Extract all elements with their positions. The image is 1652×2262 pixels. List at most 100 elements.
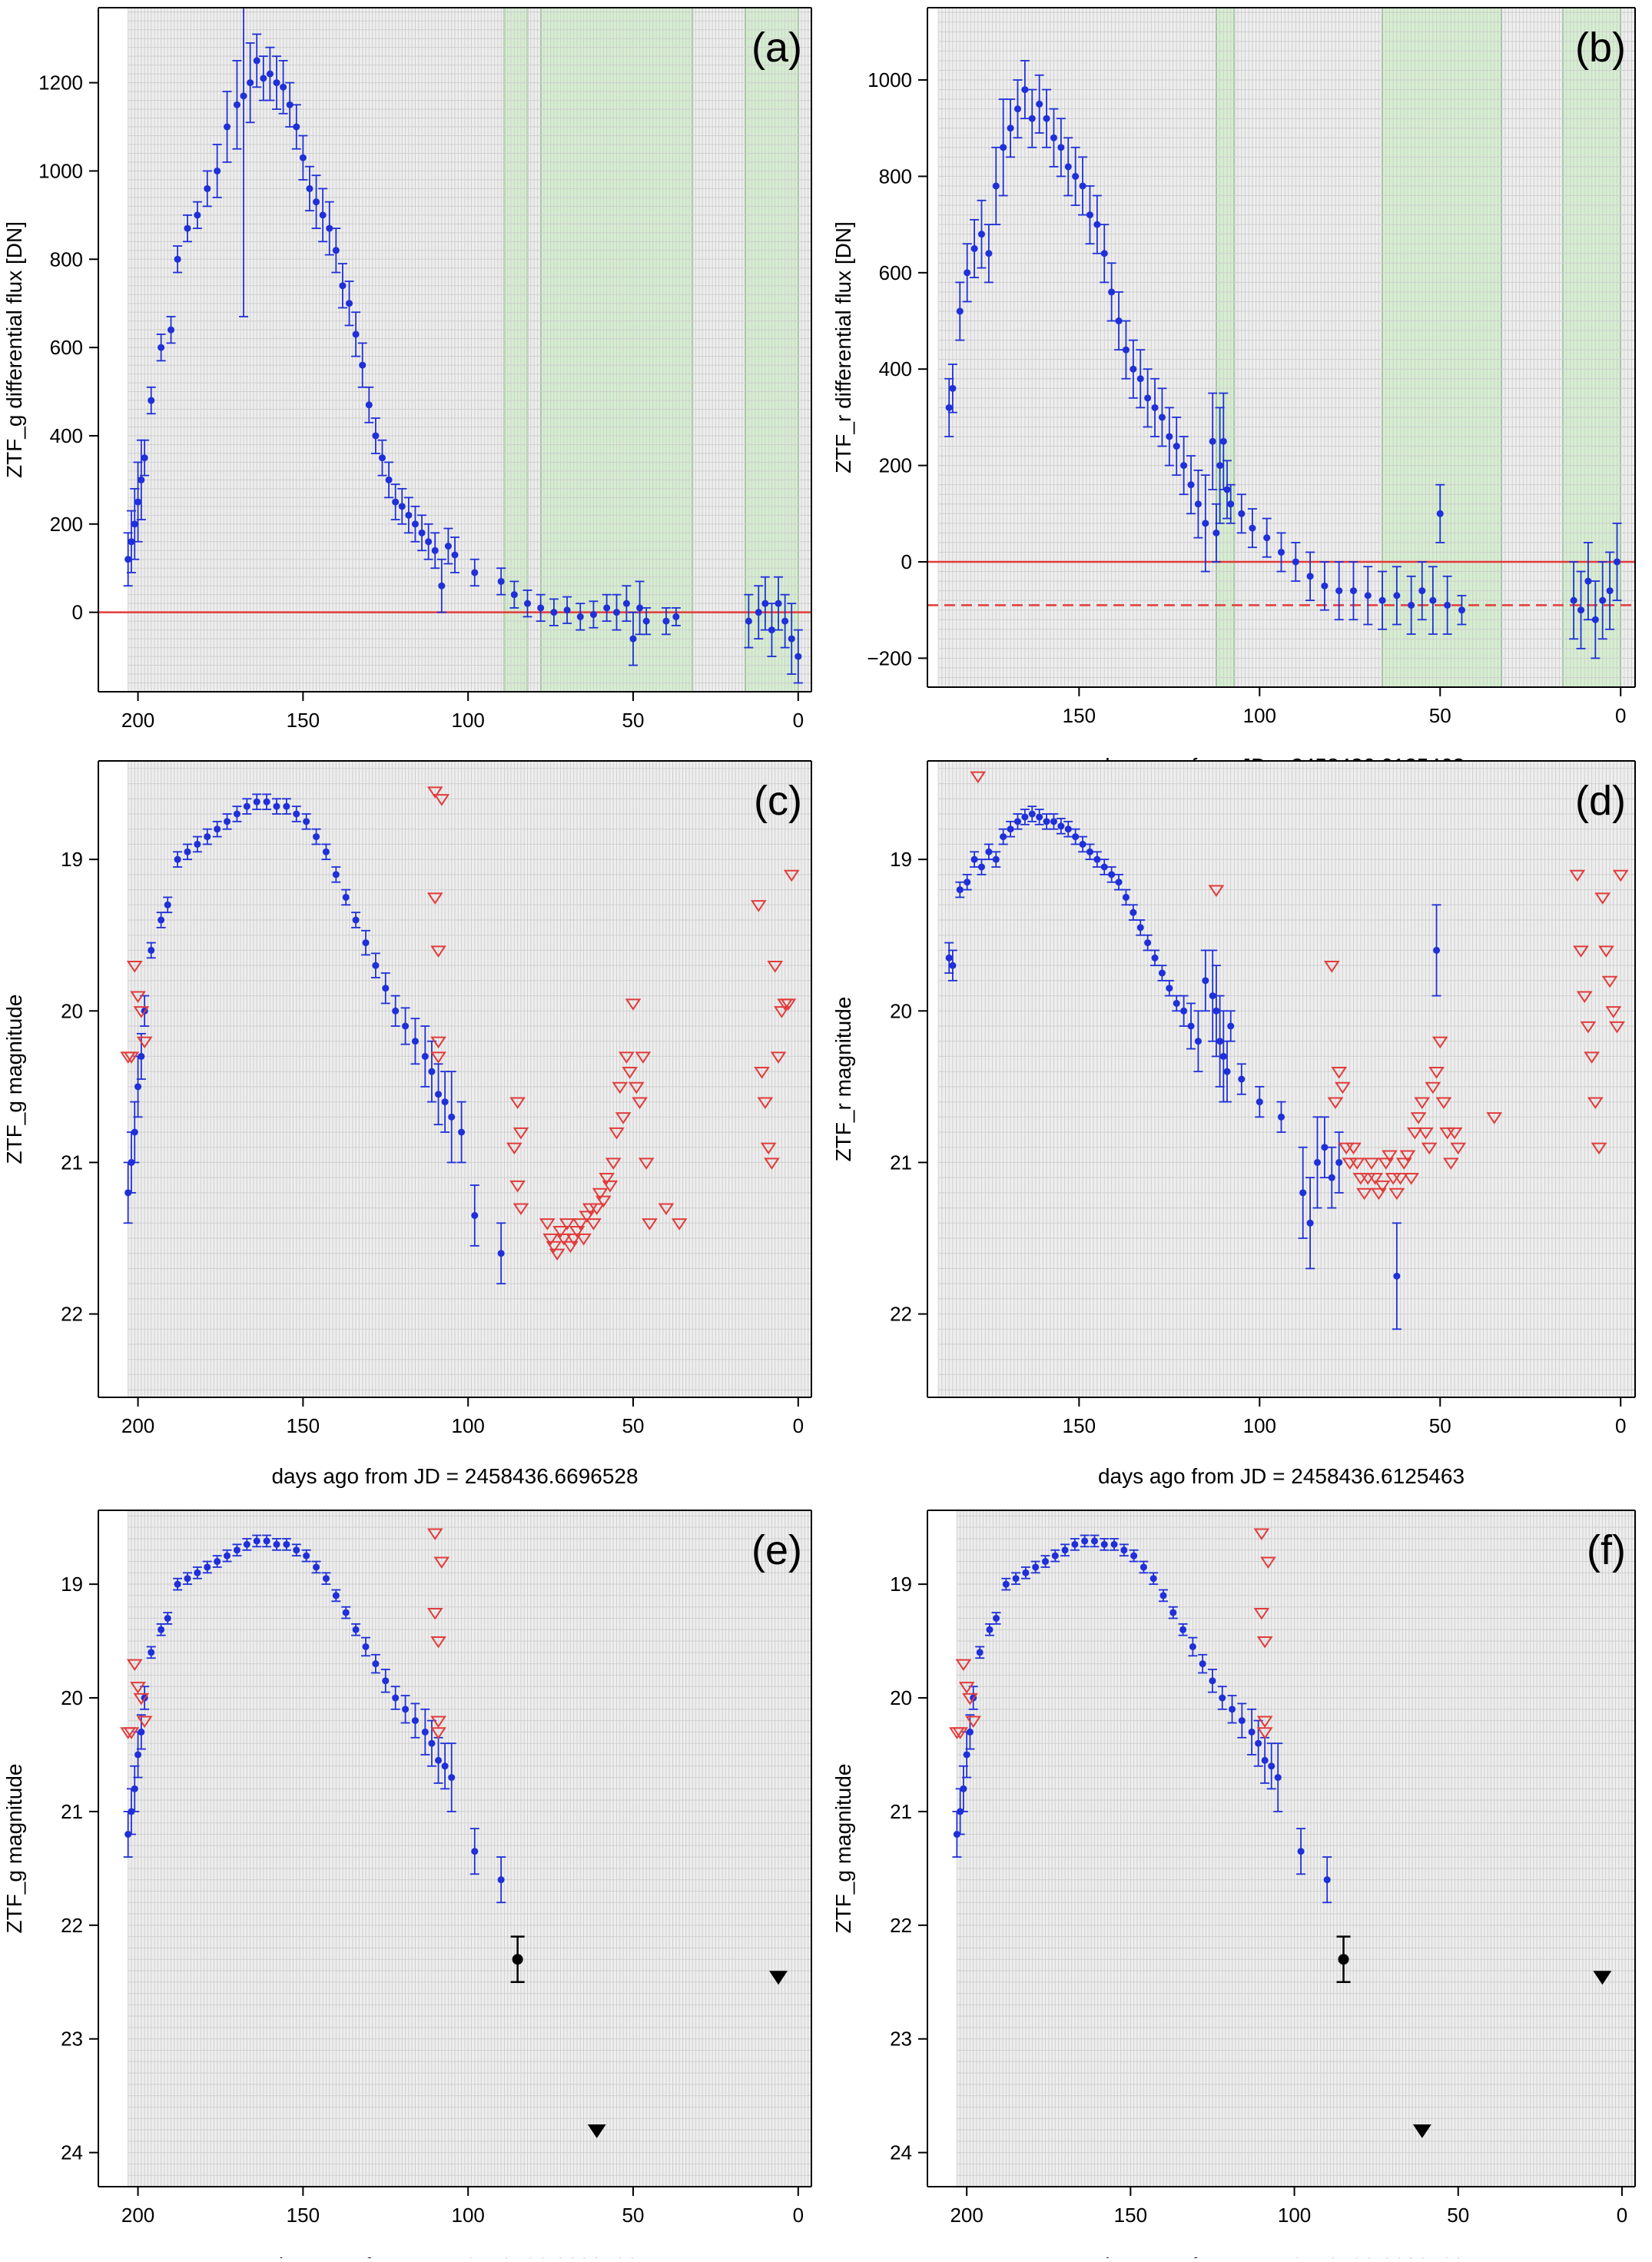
y-tick-label: 0 <box>901 550 912 573</box>
data-point <box>1007 825 1014 833</box>
data-point <box>158 1626 165 1633</box>
data-point <box>243 802 250 810</box>
data-point <box>421 1052 429 1060</box>
data-point <box>352 330 360 338</box>
data-point <box>1064 163 1072 171</box>
data-point <box>372 962 380 969</box>
data-point <box>768 626 775 634</box>
upper-limit-marker <box>1403 1173 1420 1185</box>
data-point <box>306 184 313 192</box>
upper-limit-marker <box>430 945 446 958</box>
y-axis-label: ZTF_g magnitude <box>831 1764 855 1934</box>
data-point <box>1115 317 1123 325</box>
data-point <box>1043 115 1050 122</box>
upper-limit-marker <box>572 1218 589 1231</box>
plot-area <box>98 8 811 692</box>
data-point <box>194 211 201 219</box>
data-point <box>1238 1717 1246 1725</box>
y-tick-label: 20 <box>890 1686 912 1709</box>
data-point <box>168 326 175 334</box>
upper-limit-marker <box>754 1067 770 1079</box>
data-point <box>293 810 300 818</box>
upper-limit-marker <box>1253 1608 1270 1620</box>
data-point <box>141 454 148 462</box>
data-point <box>964 269 971 277</box>
data-point <box>138 1052 145 1060</box>
data-point <box>240 92 247 100</box>
data-point <box>392 498 400 506</box>
upper-limit-marker <box>433 1556 450 1569</box>
data-point <box>194 840 201 848</box>
upper-limit-marker <box>585 1218 602 1231</box>
data-point <box>1393 592 1401 600</box>
upper-limit-marker <box>1442 1158 1459 1170</box>
upper-limit-marker <box>1431 1036 1448 1049</box>
upper-limit-marker <box>965 1716 982 1729</box>
data-point <box>1173 999 1180 1007</box>
data-point <box>1227 1022 1235 1030</box>
panel-c: 200 150 100 50 0 19 20 21 22 days ago from JD = 2… <box>2 760 812 1488</box>
data-point <box>260 75 267 82</box>
data-point <box>1079 182 1086 190</box>
data-point <box>1408 601 1415 609</box>
data-point <box>1013 818 1021 825</box>
upper-limit-marker <box>126 961 143 973</box>
data-point <box>1180 462 1188 470</box>
data-point <box>603 604 611 612</box>
x-tick-label: 100 <box>1243 1414 1276 1437</box>
data-point <box>1202 977 1209 985</box>
y-axis-label: ZTF_g magnitude <box>2 1764 26 1934</box>
upper-limit-marker <box>1593 1971 1612 1985</box>
y-ticks: 19 20 21 22 23 24 <box>61 1573 98 2164</box>
series-flux <box>123 8 803 684</box>
data-point <box>233 1546 241 1554</box>
data-point <box>1042 1558 1049 1566</box>
upper-limit-marker <box>671 1218 688 1231</box>
data-point <box>976 1649 984 1656</box>
data-point <box>184 1575 191 1583</box>
data-point <box>131 520 138 528</box>
data-point <box>1122 893 1130 901</box>
data-point <box>448 1113 456 1121</box>
data-point <box>421 1728 429 1736</box>
data-point <box>672 613 680 620</box>
data-point <box>794 653 802 660</box>
panel-label: (c) <box>754 778 802 824</box>
data-point <box>1338 1954 1349 1965</box>
data-point <box>1189 1643 1196 1650</box>
upper-limit-marker <box>1256 1636 1273 1649</box>
data-point <box>1591 616 1599 623</box>
data-point <box>1418 587 1426 595</box>
data-point <box>1299 1189 1307 1197</box>
upper-limit-marker <box>1414 1097 1431 1110</box>
x-axis-label: days ago from JD = 2458436.6125463 <box>1098 1464 1465 1488</box>
upper-limit-marker <box>962 1692 978 1706</box>
data-point <box>1256 1098 1263 1106</box>
data-point <box>224 818 231 825</box>
data-point <box>1064 825 1072 833</box>
data-point <box>1323 1876 1331 1884</box>
series-upper_limits <box>970 771 1629 1201</box>
upper-limit-marker <box>1345 1142 1362 1155</box>
data-point <box>1130 908 1137 916</box>
data-point <box>1187 1022 1195 1030</box>
data-point <box>510 591 518 599</box>
data-point <box>411 520 419 528</box>
observed-region <box>938 761 1635 1397</box>
data-point <box>184 848 191 855</box>
data-point <box>458 1128 466 1136</box>
data-point <box>964 879 971 886</box>
upper-limit-marker <box>1260 1556 1276 1569</box>
data-point <box>1072 172 1080 180</box>
upper-limit-marker <box>773 1006 790 1018</box>
upper-limit-marker <box>595 1195 612 1208</box>
data-point <box>497 1876 505 1884</box>
panel-f: 200 150 100 50 0 19 20 21 22 23 24 days ago from JD… <box>831 1510 1636 2262</box>
data-point <box>1108 288 1116 296</box>
data-point <box>362 939 370 947</box>
data-point <box>1219 437 1227 445</box>
x-ticks: 150 100 50 0 <box>1063 687 1626 727</box>
upper-limit-marker <box>433 794 450 806</box>
data-point <box>1100 250 1108 257</box>
x-tick-label: 150 <box>1063 1414 1096 1437</box>
